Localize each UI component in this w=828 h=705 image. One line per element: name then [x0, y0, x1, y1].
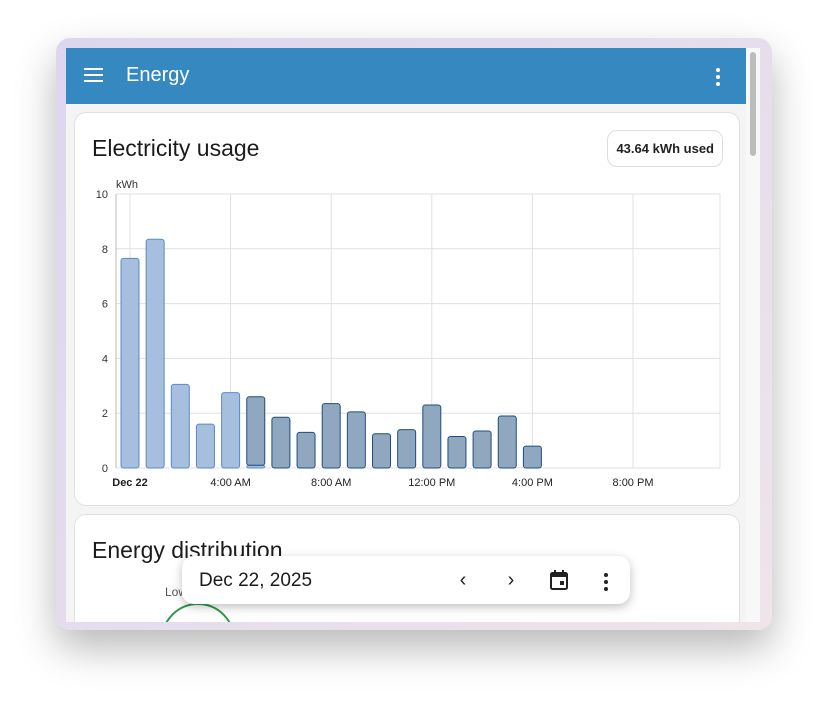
bar	[346, 411, 366, 469]
dots-vertical-icon[interactable]	[604, 573, 608, 591]
x-tick-label: 4:00 AM	[210, 477, 250, 489]
x-tick-label: 4:00 PM	[512, 477, 553, 489]
usage-chart[interactable]: 0 2 4 6 8 10 Dec 22 4:00 AM 8:00 AM 12:00 PM 4:00 …	[75, 113, 739, 505]
y-axis-unit: kWh	[116, 179, 138, 191]
bar	[170, 383, 190, 469]
grid-node-circle[interactable]	[161, 603, 235, 622]
y-tick-label: 0	[102, 463, 108, 475]
y-tick-label: 4	[102, 353, 108, 365]
bar	[296, 431, 316, 469]
chevron-right-icon[interactable]: ›	[507, 568, 515, 591]
bar	[221, 392, 241, 469]
scrollbar-thumb[interactable]	[750, 52, 756, 156]
chevron-left-icon[interactable]: ‹	[459, 568, 467, 591]
bar	[246, 396, 266, 466]
card-title: Electricity usage	[92, 135, 260, 161]
total-usage-badge: 43.64 kWh used	[607, 130, 723, 167]
bar	[422, 404, 442, 469]
bar	[447, 435, 467, 469]
x-tick-label: 8:00 AM	[311, 477, 351, 489]
bar	[472, 430, 492, 469]
energy-app: Energy Electricity usage 43.64 kWh used …	[66, 48, 760, 622]
bar	[397, 429, 417, 469]
bar	[372, 433, 391, 469]
bar	[145, 238, 165, 469]
top-app-bar: Energy	[66, 48, 746, 104]
bar	[120, 257, 140, 469]
x-tick-label: 8:00 PM	[613, 477, 654, 489]
calendar-icon[interactable]	[547, 568, 571, 592]
y-tick-label: 10	[96, 189, 108, 201]
selected-date[interactable]: Dec 22, 2025	[199, 570, 313, 591]
date-picker-bar: Dec 22, 2025 ‹ ›	[182, 556, 630, 604]
low-label: Low	[165, 585, 188, 599]
y-tick-label: 8	[102, 244, 108, 256]
y-tick-label: 2	[102, 408, 108, 420]
scrollbar[interactable]	[746, 48, 760, 622]
bar	[497, 415, 517, 469]
x-tick-label: 12:00 PM	[408, 477, 455, 489]
bar	[195, 423, 215, 469]
app-window: Energy Electricity usage 43.64 kWh used …	[56, 38, 772, 630]
electricity-usage-card: Electricity usage 43.64 kWh used 0 2 4 6 8 10…	[74, 112, 740, 506]
y-tick-label: 6	[102, 299, 108, 311]
dots-vertical-icon[interactable]	[716, 68, 720, 86]
x-tick-label: Dec 22	[112, 477, 147, 489]
hamburger-icon[interactable]	[84, 68, 103, 86]
bar	[271, 416, 291, 469]
page-title: Energy	[126, 64, 190, 86]
bar	[321, 403, 341, 469]
bar	[522, 445, 542, 469]
